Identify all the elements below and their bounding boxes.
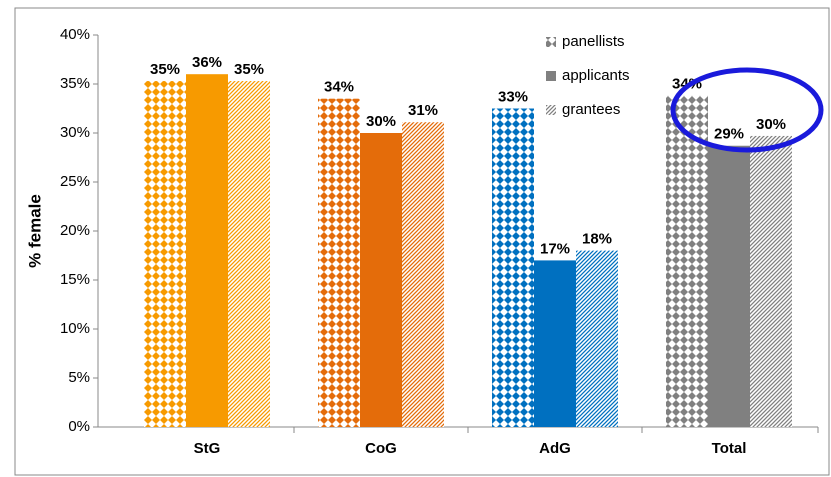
value-label: 35% [234,61,264,78]
value-label: 36% [192,54,222,71]
y-tick-label: 15% [60,271,90,288]
value-label: 31% [408,102,438,119]
legend-label: applicants [562,67,630,84]
legend-swatch [546,71,556,81]
x-tick-label: CoG [365,440,397,457]
legend-swatch [546,37,556,47]
y-tick-label: 40% [60,26,90,43]
value-label: 35% [150,61,180,78]
bar [318,98,360,427]
legend-swatch [546,105,556,115]
bar [534,260,576,427]
y-tick-label: 5% [68,369,90,386]
y-tick-label: 20% [60,222,90,239]
value-label: 29% [714,126,744,143]
value-label: 30% [756,116,786,133]
bar [402,122,444,427]
x-tick-label: StG [194,440,221,457]
y-axis-title: % female [25,194,44,268]
y-tick-label: 0% [68,418,90,435]
x-tick-label: Total [712,440,747,457]
value-label: 17% [540,240,570,257]
legend-box [536,28,666,132]
y-tick-label: 35% [60,75,90,92]
highlight-ellipse [670,67,824,153]
y-tick-label: 25% [60,173,90,190]
value-label: 34% [324,79,354,96]
bar [666,95,708,427]
bar [576,250,618,427]
bar [144,81,186,427]
value-label: 33% [498,88,528,105]
bar [360,133,402,427]
bar [492,108,534,427]
value-label: 18% [582,231,612,248]
value-label: 30% [366,113,396,130]
y-tick-label: 10% [60,320,90,337]
bar [228,81,270,427]
bar [708,145,750,428]
bar [750,135,792,427]
x-tick-label: AdG [539,440,571,457]
y-tick-label: 30% [60,124,90,141]
legend-label: panellists [562,33,625,50]
legend-label: grantees [562,101,620,118]
bar [186,74,228,427]
